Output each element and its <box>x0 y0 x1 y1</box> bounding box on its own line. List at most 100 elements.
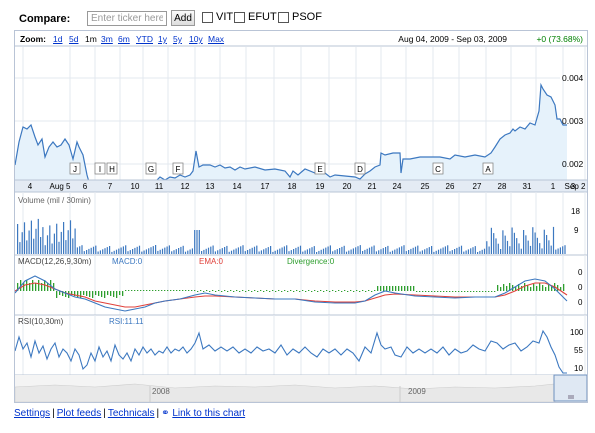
volume-bar <box>536 237 538 254</box>
divergence-bar <box>419 291 421 292</box>
volume-bar <box>456 247 458 254</box>
divergence-bar <box>524 283 526 291</box>
volume-bar <box>178 248 180 254</box>
settings-link[interactable]: Settings <box>14 408 51 419</box>
zoom-max[interactable]: Max <box>208 34 225 44</box>
divergence-bar <box>38 280 40 291</box>
volume-bar <box>79 246 81 254</box>
add-button[interactable]: Add <box>171 10 195 26</box>
news-flag-marker <box>314 162 326 175</box>
news-flag-letter: A <box>485 165 491 174</box>
zoom-5d[interactable]: 5d <box>69 34 79 44</box>
compare-checkbox-psof[interactable]: PSOF <box>278 11 322 23</box>
volume-bar <box>477 252 479 254</box>
divergence-bar <box>470 291 472 292</box>
volume-bar <box>454 249 456 254</box>
divergence-bar <box>302 290 304 291</box>
volume-bar <box>46 235 49 254</box>
divergence-bar <box>557 285 559 291</box>
volume-bar <box>134 247 136 254</box>
volume-bar <box>166 246 168 254</box>
volume-bar <box>132 249 134 254</box>
volume-bar <box>95 245 97 254</box>
volume-bar <box>184 251 187 254</box>
divergence-bar <box>17 283 19 291</box>
plot-feeds-link[interactable]: Plot feeds <box>56 408 102 419</box>
volume-bar <box>286 245 288 254</box>
volume-bar <box>217 250 219 254</box>
volume-bar <box>76 247 78 254</box>
volume-bar <box>313 246 315 254</box>
technicals-link[interactable]: Technicals <box>107 408 155 419</box>
volume-bar <box>56 223 58 254</box>
divergence-bar <box>284 290 286 291</box>
divergence-bar <box>215 291 217 292</box>
volume-bar <box>159 249 161 254</box>
divergence-bar <box>167 290 169 291</box>
divergence-bar <box>410 286 412 291</box>
divergence-bar <box>377 286 379 291</box>
volume-bar <box>426 248 428 254</box>
volume-bar <box>497 243 499 254</box>
divergence-bar <box>164 290 166 291</box>
volume-bar <box>214 251 216 254</box>
volume-bar <box>564 245 566 254</box>
link-chain-icon: ⚭ <box>161 408 170 419</box>
volume-bar <box>175 249 177 254</box>
zoom-10y[interactable]: 10y <box>189 34 203 44</box>
volume-bar <box>86 250 88 254</box>
navigator-grip-icon[interactable] <box>568 395 574 399</box>
volume-bar <box>504 235 506 254</box>
volume-bar <box>304 250 306 254</box>
link-to-chart[interactable]: Link to this chart <box>172 408 246 419</box>
volume-bar <box>511 227 513 254</box>
divergence-bar <box>464 291 466 292</box>
volume-bar <box>115 249 118 254</box>
zoom-6m[interactable]: 6m <box>118 34 130 44</box>
checkbox-icon[interactable] <box>202 11 213 23</box>
volume-bar <box>550 245 552 254</box>
volume-bar <box>120 247 122 254</box>
divergence-bar <box>422 291 424 292</box>
ticker-input[interactable] <box>87 11 167 26</box>
volume-bar <box>53 233 55 254</box>
checkbox-icon[interactable] <box>234 11 245 23</box>
volume-bar <box>35 228 37 254</box>
checkbox-icon[interactable] <box>278 11 289 23</box>
divergence-bar <box>335 291 337 292</box>
volume-bar <box>458 246 460 254</box>
divergence-bar <box>122 291 124 296</box>
divergence-bar <box>77 291 79 297</box>
footer-links: Settings | Plot feeds | Technicals | ⚭ Link to… <box>14 408 246 419</box>
volume-bar <box>463 251 465 254</box>
volume-bar <box>534 232 536 254</box>
zoom-ytd[interactable]: YTD <box>136 34 153 44</box>
volume-bar <box>152 246 154 254</box>
volume-bar <box>394 249 396 254</box>
volume-bar <box>428 247 430 254</box>
divergence-bar <box>488 291 490 292</box>
zoom-1y[interactable]: 1y <box>158 34 167 44</box>
divergence-bar <box>179 290 181 291</box>
divergence-bar <box>113 291 115 297</box>
zoom-3m[interactable]: 3m <box>101 34 113 44</box>
divergence-bar <box>326 290 328 291</box>
volume-bar <box>136 246 138 254</box>
volume-bar <box>483 248 486 254</box>
date-axis-label: 24 <box>393 182 402 191</box>
divergence-bar <box>203 291 205 292</box>
zoom-5y[interactable]: 5y <box>173 34 182 44</box>
news-flag-marker <box>145 162 157 175</box>
compare-checkbox-vit[interactable]: VIT <box>202 11 233 23</box>
zoom-1d[interactable]: 1d <box>53 34 63 44</box>
volume-bar <box>437 249 440 254</box>
date-axis-label: Aug 5 <box>50 182 71 191</box>
divergence-bar <box>200 290 202 291</box>
divergence-bar <box>254 290 256 291</box>
compare-checkbox-efut[interactable]: EFUT <box>234 11 277 23</box>
volume-bar <box>302 251 304 254</box>
volume-bar <box>334 250 336 254</box>
divergence-bar <box>338 290 340 291</box>
volume-bar <box>529 245 532 254</box>
